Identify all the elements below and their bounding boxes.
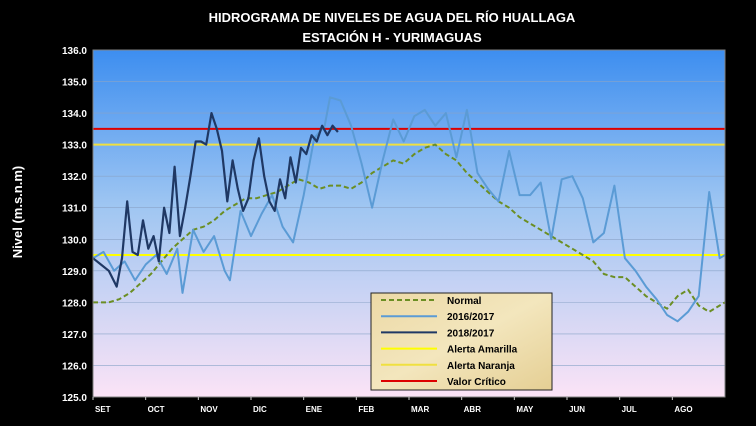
series-line-0 xyxy=(93,143,726,313)
y-tick-label: 132.0 xyxy=(62,172,87,183)
legend-item-label: Alerta Amarilla xyxy=(447,345,518,356)
x-axis-ticks: SET OCT NOV DIC ENE FEB MAR ABR MAY JUN JUL AGO xyxy=(92,397,693,414)
y-tick-label: 136.0 xyxy=(62,46,87,57)
legend-item-label: 2018/2017 xyxy=(447,328,495,339)
y-tick-label: 128.0 xyxy=(62,298,87,309)
y-tick-label: 133.0 xyxy=(62,141,87,152)
y-tick-label: 135.0 xyxy=(62,78,87,89)
legend: Normal 2016/2017 2018/2017 Alerta Amarilla A… xyxy=(370,292,553,391)
x-tick-label: JUN xyxy=(569,405,585,414)
x-tick-label: MAY xyxy=(516,405,534,414)
y-tick-label: 131.0 xyxy=(62,204,87,215)
legend-item-label: Alerta Naranja xyxy=(447,361,515,372)
x-tick-label: SET xyxy=(95,405,111,414)
chart-subtitle: ESTACIÓN H - YURIMAGUAS xyxy=(302,30,482,45)
series-lines xyxy=(92,96,726,323)
x-tick-label: FEB xyxy=(358,405,374,414)
y-tick-label: 134.0 xyxy=(62,109,87,120)
x-tick-label: JUL xyxy=(622,405,637,414)
series-line-2 xyxy=(92,111,339,288)
y-tick-label: 125.0 xyxy=(62,393,87,404)
y-tick-label: 126.0 xyxy=(62,361,87,372)
chart-title: HIDROGRAMA DE NIVELES DE AGUA DEL RÍO HU… xyxy=(209,10,576,25)
series-line-1 xyxy=(92,96,726,323)
x-tick-label: ABR xyxy=(464,405,482,414)
legend-item-label: 2016/2017 xyxy=(447,312,495,323)
x-tick-label: AGO xyxy=(674,405,692,414)
y-tick-label: 127.0 xyxy=(62,330,87,341)
y-axis-label: Nivel (m.s.n.m) xyxy=(10,166,25,258)
legend-item-label: Normal xyxy=(447,296,482,307)
x-tick-label: ENE xyxy=(306,405,323,414)
x-tick-label: OCT xyxy=(148,405,165,414)
x-tick-label: DIC xyxy=(253,405,267,414)
legend-item-label: Valor Crítico xyxy=(447,377,506,388)
x-tick-label: MAR xyxy=(411,405,429,414)
legend-box xyxy=(370,292,553,391)
x-tick-label: NOV xyxy=(200,405,218,414)
y-tick-label: 129.0 xyxy=(62,267,87,278)
y-axis-ticks: 125.0 126.0 127.0 128.0 129.0 130.0 131.0 132.0… xyxy=(62,46,87,404)
y-tick-label: 130.0 xyxy=(62,235,87,246)
